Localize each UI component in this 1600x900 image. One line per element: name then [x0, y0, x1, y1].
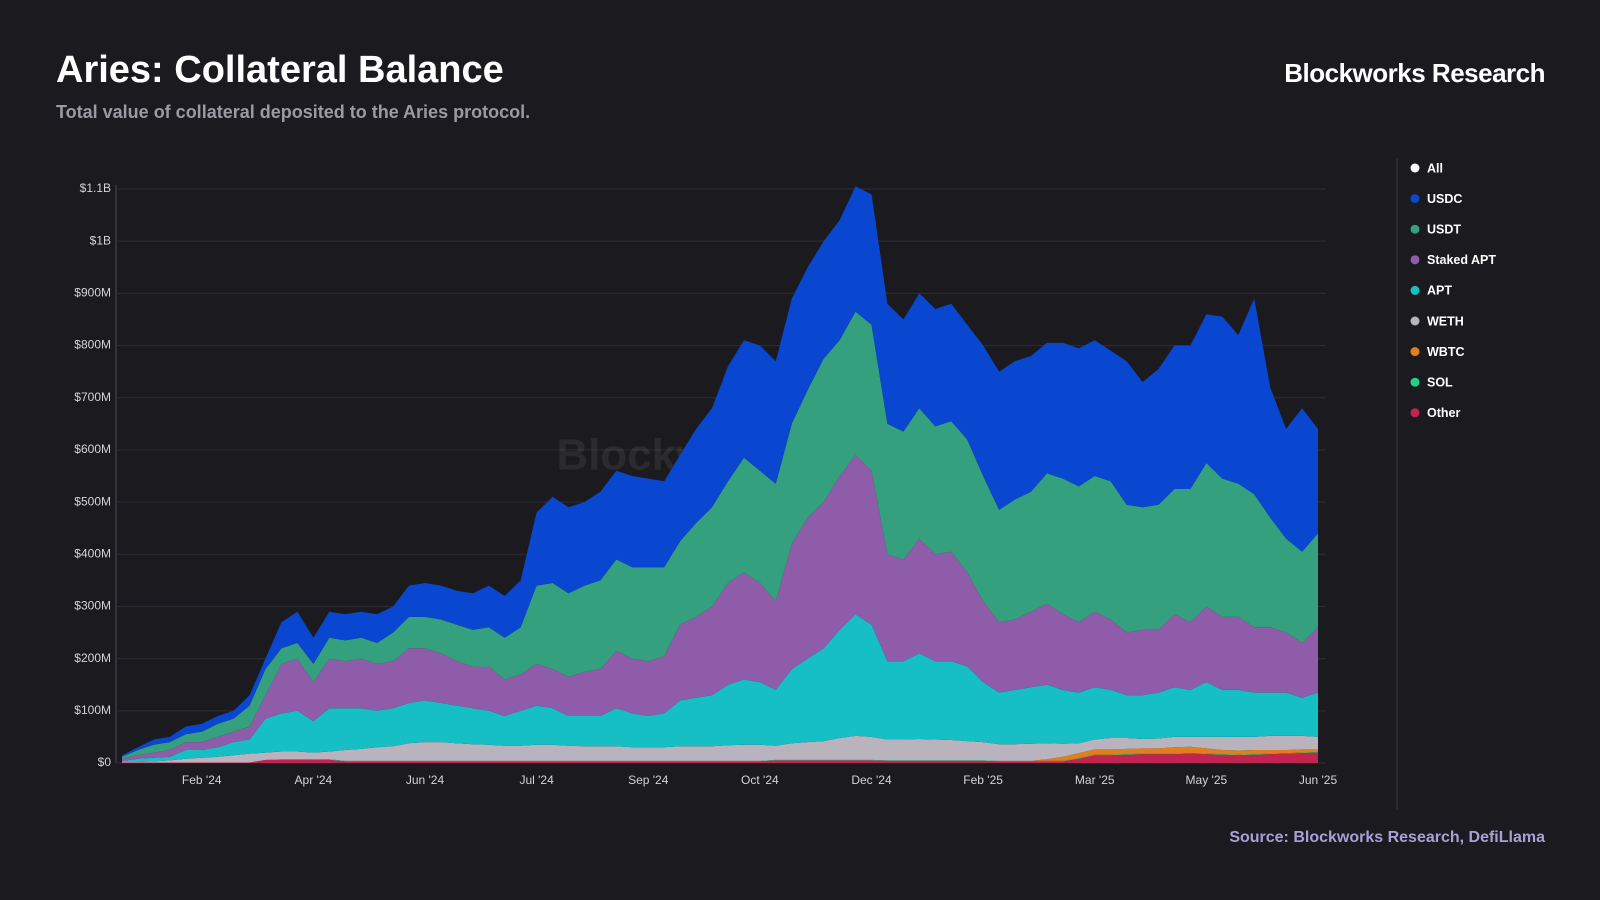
y-tick-label: $800M [74, 338, 111, 352]
legend-label: SOL [1427, 375, 1453, 389]
legend-label: WETH [1427, 314, 1464, 328]
legend-swatch [1410, 194, 1420, 204]
y-tick-label: $100M [74, 703, 111, 717]
area [122, 455, 1318, 761]
x-tick-label: Apr '24 [295, 773, 333, 787]
legend-swatch [1410, 316, 1420, 326]
y-tick-label: $700M [74, 390, 111, 404]
x-tick-label: Jun '25 [1299, 773, 1338, 787]
legend-label: Other [1427, 406, 1460, 420]
source-note: Source: Blockworks Research, DefiLlama [1229, 829, 1545, 846]
area [122, 311, 1318, 759]
y-tick-label: $1.1B [80, 181, 111, 195]
chart-title: Aries: Collateral Balance [56, 49, 504, 91]
y-tick-label: $200M [74, 651, 111, 665]
legend-swatch [1410, 255, 1420, 265]
legend-swatch [1410, 377, 1420, 387]
y-tick-label: $1B [90, 233, 111, 247]
area [122, 735, 1318, 763]
legend-label: Staked APT [1427, 253, 1496, 267]
area [122, 746, 1318, 763]
legend-swatch [1410, 408, 1420, 418]
legend-label: USDT [1427, 222, 1461, 236]
y-tick-label: $600M [74, 442, 111, 456]
y-tick-label: $300M [74, 599, 111, 613]
area [122, 186, 1318, 757]
legend-swatch [1410, 163, 1420, 173]
area [122, 752, 1318, 763]
x-tick-label: Mar '25 [1075, 773, 1115, 787]
chart-subtitle: Total value of collateral deposited to t… [56, 102, 530, 122]
x-tick-label: Jul '24 [519, 773, 554, 787]
legend-swatch [1410, 285, 1420, 295]
y-tick-label: $900M [74, 286, 111, 300]
legend-label: WBTC [1427, 345, 1465, 359]
legend-label: APT [1427, 284, 1452, 298]
y-tick-label: $500M [74, 494, 111, 508]
x-tick-label: Jun '24 [406, 773, 445, 787]
legend-label: USDC [1427, 192, 1462, 206]
brand: Blockworks Research [1284, 58, 1545, 88]
x-tick-label: Feb '25 [963, 773, 1003, 787]
area [122, 614, 1318, 762]
x-tick-label: Feb '24 [182, 773, 222, 787]
x-tick-label: Dec '24 [851, 773, 892, 787]
y-tick-label: $0 [98, 755, 112, 769]
x-tick-label: Sep '24 [628, 773, 669, 787]
x-tick-label: Oct '24 [741, 773, 779, 787]
legend-label: All [1427, 161, 1443, 175]
x-tick-label: May '25 [1186, 773, 1228, 787]
y-tick-label: $400M [74, 546, 111, 560]
legend-swatch [1410, 224, 1420, 234]
legend-swatch [1410, 347, 1420, 357]
